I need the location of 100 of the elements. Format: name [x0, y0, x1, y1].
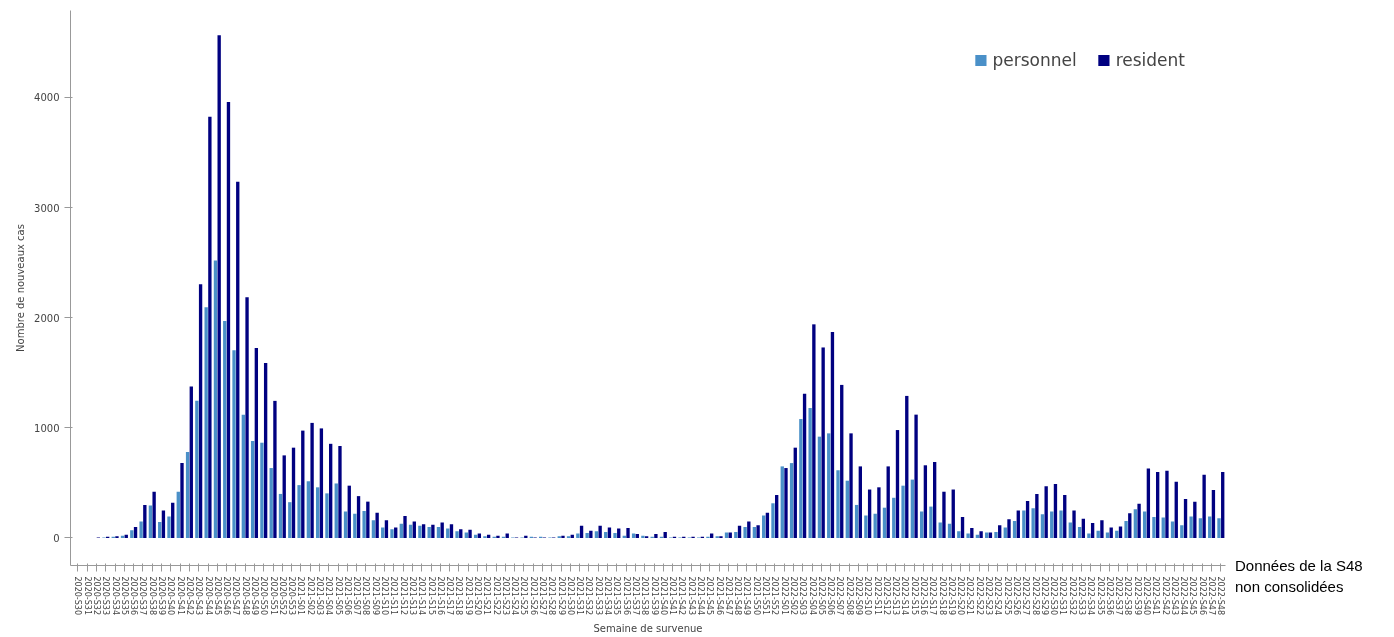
- x-tick-label: 2021-S16: [435, 576, 445, 616]
- bar: [576, 533, 580, 538]
- x-tick-label: 2022-S44: [1179, 576, 1189, 616]
- bar: [384, 520, 389, 538]
- bar: [604, 531, 608, 538]
- legend-label: personnel: [992, 50, 1077, 70]
- x-tick-label: 2022-S04: [807, 576, 817, 616]
- x-tick-label: 2021-S31: [575, 576, 585, 616]
- bar: [431, 524, 435, 538]
- bar: [198, 284, 203, 538]
- x-tick-label: 2021-S23: [500, 576, 510, 616]
- bar: [353, 513, 357, 538]
- bar: [325, 493, 329, 538]
- bar: [1090, 523, 1095, 538]
- x-tick-label: 2020-S36: [129, 576, 139, 616]
- x-tick-label: 2022-S23: [984, 576, 994, 616]
- bar: [1022, 510, 1026, 538]
- x-tick-label: 2021-S37: [630, 576, 640, 616]
- bar: [1044, 486, 1048, 538]
- bar: [180, 463, 184, 538]
- bar: [1133, 509, 1138, 538]
- bar: [403, 515, 407, 538]
- x-tick-label: 2021-S28: [547, 576, 557, 616]
- x-tick-label: 2021-S10: [380, 576, 390, 616]
- bar: [1208, 516, 1212, 538]
- bar: [743, 526, 747, 538]
- bar: [994, 531, 998, 538]
- y-axis-title: Nombre de nouveaux cas: [15, 224, 27, 352]
- bar: [864, 515, 868, 538]
- bar: [1211, 490, 1216, 538]
- x-tick-label: 2021-S50: [751, 576, 761, 616]
- x-tick-label: 2022-S01: [779, 576, 789, 616]
- bar: [840, 384, 844, 538]
- x-tick-label: 2022-S32: [1067, 576, 1077, 616]
- x-tick-label: 2022-S15: [909, 576, 919, 616]
- bar: [1007, 519, 1011, 538]
- x-tick-label: 2021-S15: [426, 576, 436, 616]
- x-tick-label: 2022-S27: [1021, 576, 1031, 616]
- x-tick-label: 2021-S32: [584, 576, 594, 616]
- bar: [1156, 471, 1160, 538]
- bar: [858, 466, 862, 538]
- x-tick-label: 2021-S06: [342, 576, 352, 616]
- x-tick-label: 2021-S17: [445, 576, 455, 616]
- x-tick-label: 2022-S26: [1011, 576, 1021, 616]
- x-tick-label: 2020-S30: [73, 576, 83, 616]
- x-tick-label: 2021-S05: [333, 576, 343, 616]
- x-tick-label: 2020-S37: [138, 576, 148, 616]
- x-tick-label: 2022-S46: [1197, 576, 1207, 616]
- x-tick-label: 2022-S38: [1123, 576, 1133, 616]
- bar: [784, 468, 788, 538]
- bar: [756, 525, 760, 538]
- x-tick-label: 2022-S06: [826, 576, 836, 616]
- bar: [459, 529, 463, 538]
- bar: [1031, 508, 1035, 538]
- bar: [1087, 533, 1091, 538]
- x-tick-label: 2021-S01: [296, 576, 306, 616]
- bar: [288, 502, 292, 538]
- x-tick-label: 2022-S37: [1114, 576, 1124, 616]
- x-tick-label: 2021-S12: [398, 576, 408, 616]
- bar: [356, 496, 361, 538]
- bar: [366, 501, 370, 538]
- y-tick-label: 4000: [34, 92, 60, 104]
- bar: [130, 530, 134, 538]
- x-tick-label: 2021-S42: [677, 576, 687, 616]
- x-tick-label: 2021-S29: [556, 576, 566, 616]
- bar: [849, 433, 853, 538]
- x-tick-label: 2020-S45: [212, 576, 222, 616]
- x-tick-label: 2020-S35: [119, 576, 129, 616]
- x-tick-label: 2022-S33: [1076, 576, 1086, 616]
- x-tick-label: 2021-S04: [324, 576, 334, 616]
- bar: [594, 531, 599, 538]
- x-tick-label: 2020-S38: [147, 576, 157, 616]
- x-axis-title: Semaine de survenue: [593, 623, 703, 634]
- bar: [598, 525, 602, 538]
- x-tick-label: 2021-S30: [565, 576, 575, 616]
- y-tick-label: 3000: [34, 202, 60, 214]
- x-tick-label: 2021-S38: [640, 576, 650, 616]
- bar: [923, 465, 928, 538]
- x-tick-label: 2022-S12: [881, 576, 891, 616]
- x-tick-label: 2021-S14: [417, 576, 427, 616]
- bar: [895, 430, 900, 538]
- bar: [306, 481, 311, 538]
- bar: [418, 525, 422, 538]
- bar: [316, 487, 320, 538]
- bar: [1189, 516, 1193, 538]
- bar: [979, 531, 983, 538]
- x-tick-label: 2021-S52: [770, 576, 780, 616]
- bar: [942, 491, 946, 538]
- bar: [334, 483, 338, 538]
- bar: [245, 297, 249, 538]
- x-tick-label: 2022-S36: [1104, 576, 1114, 616]
- x-tick-label: 2021-S45: [705, 576, 715, 616]
- bar: [319, 428, 324, 538]
- x-tick-label: 2021-S02: [305, 576, 315, 616]
- x-tick-label: 2021-S47: [723, 576, 733, 616]
- bar: [827, 433, 831, 538]
- bar: [1198, 518, 1203, 538]
- bar: [232, 350, 236, 538]
- x-tick-label: 2021-S46: [714, 576, 724, 616]
- x-tick-label: 2021-S13: [407, 576, 417, 616]
